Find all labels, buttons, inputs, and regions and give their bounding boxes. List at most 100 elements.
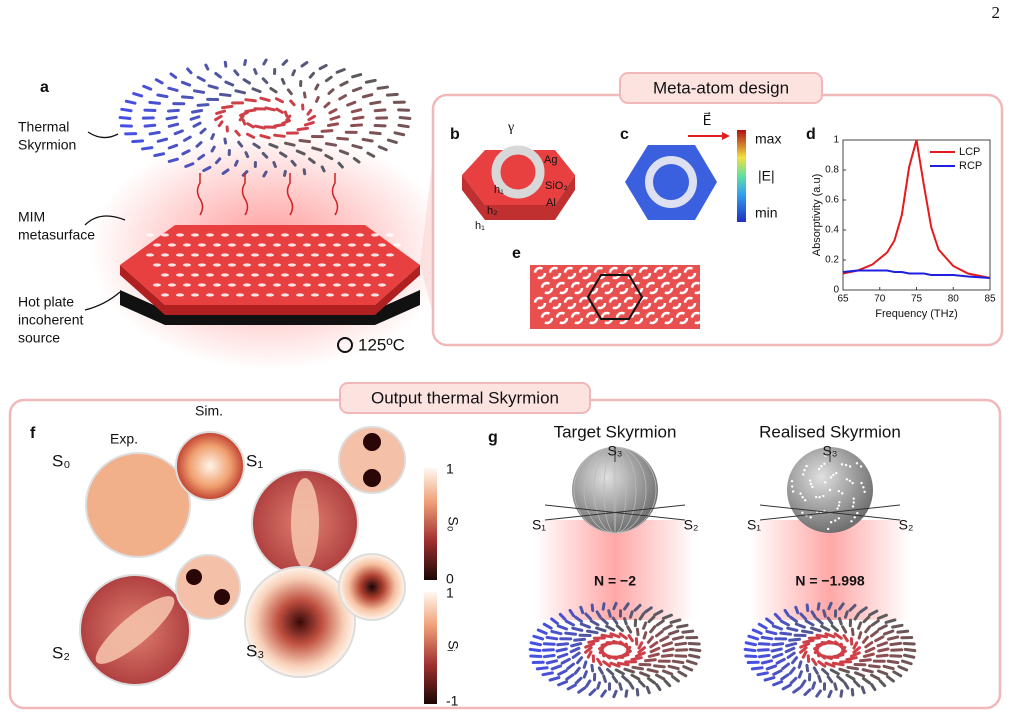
panel-label: b xyxy=(450,126,460,143)
sample-point xyxy=(803,469,806,472)
arrow-glyph xyxy=(221,104,234,110)
sample-point xyxy=(835,472,838,475)
arrow-glyph xyxy=(302,91,307,99)
sample-point xyxy=(801,473,805,476)
realised-skyrmion: Realised Skyrmion S₃ S₁ S₂ N = −1.998 xyxy=(743,422,917,699)
meta-atom xyxy=(318,283,326,287)
meta-atom xyxy=(638,296,652,310)
skyrmion-number: N = −1.998 xyxy=(795,573,864,589)
sample-point xyxy=(860,481,863,485)
meta-atom xyxy=(161,233,169,237)
arrow-glyph xyxy=(557,669,568,676)
meta-atom xyxy=(311,233,319,237)
arrow-glyph xyxy=(900,659,913,666)
meta-atom xyxy=(288,283,296,287)
arrow-glyph xyxy=(606,667,615,676)
arrow-glyph xyxy=(571,626,584,632)
meta-atom xyxy=(168,263,176,267)
arrow-glyph xyxy=(264,106,277,112)
meta-atom xyxy=(153,243,161,247)
arrow-glyph xyxy=(637,646,646,654)
arrow-glyph xyxy=(662,624,673,631)
arrow-glyph xyxy=(843,610,849,619)
arrow-glyph xyxy=(261,77,269,85)
arrow-glyph xyxy=(801,650,808,659)
arrow-glyph xyxy=(156,93,169,99)
arrow-glyph xyxy=(352,115,365,121)
arrow-glyph xyxy=(858,606,868,614)
arrow-glyph xyxy=(602,674,607,683)
meta-atom xyxy=(221,233,229,237)
arrow-glyph xyxy=(542,622,553,630)
arrow-glyph xyxy=(199,127,207,135)
lobe xyxy=(363,469,381,487)
meta-atom xyxy=(363,283,371,287)
arrow-glyph xyxy=(765,629,778,636)
arrow-glyph xyxy=(681,629,695,634)
meta-atom xyxy=(191,233,199,237)
arrow-glyph xyxy=(861,668,874,674)
meta-atom xyxy=(191,253,199,257)
label: MIM xyxy=(18,209,45,225)
arrow-glyph xyxy=(295,149,306,156)
arrow-glyph xyxy=(876,641,889,648)
arrow-glyph xyxy=(284,141,296,147)
panel-label: e xyxy=(512,245,521,262)
meta-atom xyxy=(288,263,296,267)
arrow-glyph xyxy=(845,656,858,662)
label: 1 xyxy=(446,585,454,601)
meta-atom xyxy=(653,296,667,310)
arrow-glyph xyxy=(214,114,223,122)
meta-atom xyxy=(371,293,379,297)
arrow-glyph xyxy=(882,629,895,636)
colorbar xyxy=(737,130,746,222)
arrow-glyph xyxy=(852,646,861,654)
arrow-glyph xyxy=(244,108,257,113)
meta-atom xyxy=(236,293,244,297)
meta-atom xyxy=(638,266,652,280)
arrow-glyph xyxy=(892,670,903,678)
meta-atom xyxy=(176,273,184,277)
arrow-glyph xyxy=(800,679,807,688)
arrow-glyph xyxy=(676,623,689,629)
meta-atom xyxy=(608,296,622,310)
sample-point xyxy=(852,497,855,500)
sim-map xyxy=(175,431,245,501)
x-tick-label: 85 xyxy=(984,294,996,305)
arrow-glyph xyxy=(786,651,796,659)
sample-point xyxy=(859,465,863,468)
meta-atom-side xyxy=(462,175,575,220)
meta-atom xyxy=(168,243,176,247)
arrow-glyph xyxy=(857,621,863,630)
sample-point xyxy=(829,476,833,479)
arrow-glyph xyxy=(600,633,614,639)
arrow-glyph xyxy=(595,610,602,619)
arrow-glyph xyxy=(875,653,889,658)
arrow-glyph xyxy=(845,673,856,681)
arrow-glyph xyxy=(181,149,191,156)
axis-label: S₂ xyxy=(899,517,914,533)
arrow-glyph xyxy=(327,88,335,95)
arrow-glyph xyxy=(308,71,316,79)
meta-atom xyxy=(668,296,682,310)
label: Sᵢ xyxy=(445,640,461,652)
arrow-glyph xyxy=(274,97,284,104)
arrow-glyph xyxy=(836,674,845,683)
sample-point xyxy=(791,485,794,488)
unit-cell xyxy=(586,274,644,320)
arrow-glyph xyxy=(765,617,774,625)
arrow-glyph xyxy=(545,635,559,641)
arrow-head xyxy=(722,132,730,140)
sample-point xyxy=(851,505,855,508)
meta-atom xyxy=(563,296,577,310)
series-line xyxy=(842,269,991,279)
arrow-glyph xyxy=(616,661,630,667)
meta-atom xyxy=(363,263,371,267)
arrow-glyph xyxy=(306,108,313,116)
label: h₁ xyxy=(475,220,485,232)
arrow-glyph xyxy=(590,663,595,673)
arrow-glyph xyxy=(385,92,399,97)
meta-atom xyxy=(386,253,394,257)
arrow-glyph xyxy=(183,135,192,142)
arrow-glyph xyxy=(329,115,341,121)
